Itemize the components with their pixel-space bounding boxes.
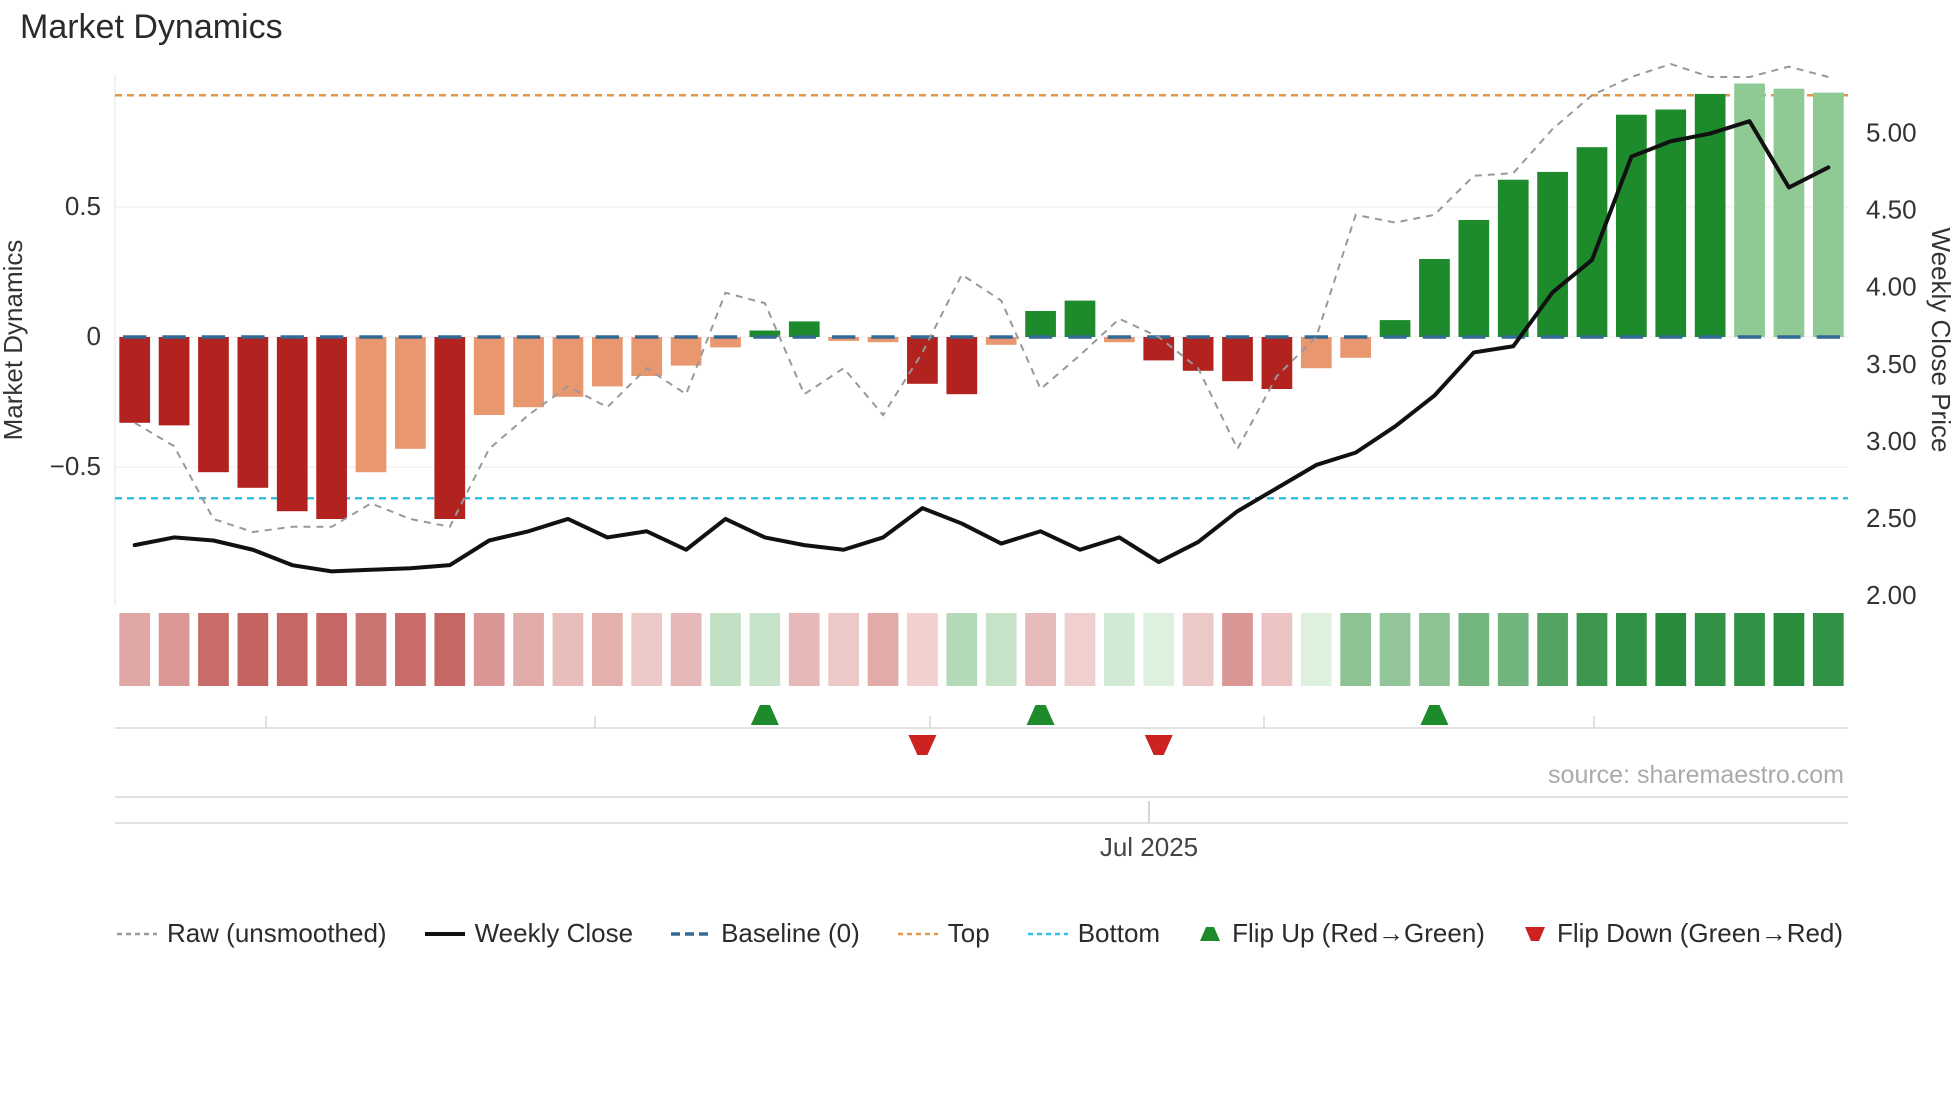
svg-text:5.00: 5.00 — [1866, 118, 1917, 148]
svg-text:2.00: 2.00 — [1866, 580, 1917, 610]
svg-text:4.00: 4.00 — [1866, 272, 1917, 302]
svg-text:−0.5: −0.5 — [50, 451, 101, 481]
svg-text:Market Dynamics: Market Dynamics — [0, 240, 28, 441]
svg-text:0.5: 0.5 — [65, 191, 101, 221]
svg-text:Jul 2025: Jul 2025 — [1100, 832, 1198, 862]
svg-text:source: sharemaestro.com: source: sharemaestro.com — [1548, 761, 1844, 789]
svg-text:Weekly Close Price: Weekly Close Price — [1926, 228, 1956, 453]
svg-text:2.50: 2.50 — [1866, 503, 1917, 533]
svg-text:4.50: 4.50 — [1866, 195, 1917, 225]
svg-text:3.50: 3.50 — [1866, 349, 1917, 379]
svg-text:0: 0 — [87, 321, 101, 351]
svg-text:3.00: 3.00 — [1866, 426, 1917, 456]
